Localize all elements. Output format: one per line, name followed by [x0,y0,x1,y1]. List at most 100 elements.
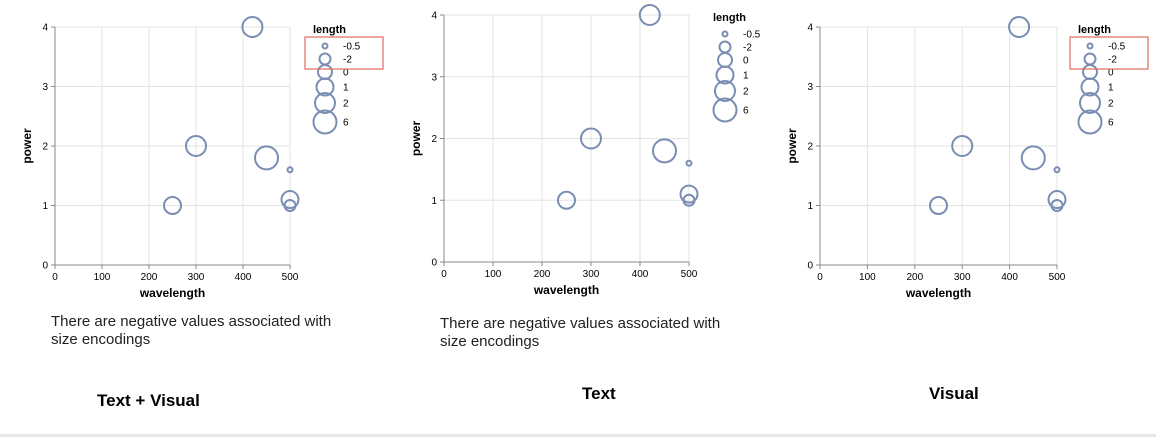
panel-3-data-point [951,135,974,157]
panel-2-x-tick-label: 500 [681,269,698,280]
panel-3-legend-symbol [1083,52,1097,66]
panel-2-data-point [557,190,576,210]
panel-2-data-point [685,159,693,167]
panel-1-x-axis-title: wavelength [139,286,205,300]
panel-3-x-tick-label: 0 [817,272,823,283]
panel-3-legend-label: 6 [1108,118,1114,129]
panel-3-legend-label: 0 [1108,68,1114,79]
panel-3-x-tick-label: 200 [906,272,923,283]
panel-3-x-axis-title: wavelength [905,286,971,300]
panel-1-legend-label: -2 [343,55,352,66]
panel-1-x-tick-label: 0 [52,272,58,283]
panel-3-y-axis-title: power [785,128,799,164]
panel-1-legend-symbol [312,109,338,135]
panel-3-legend-title: length [1078,24,1111,36]
panel-1-x-tick-label: 400 [235,272,252,283]
panel-3-data-point [1050,199,1064,212]
panel-2-data-point [682,193,696,207]
panel-3-data-point [1008,16,1031,38]
panel-1-caption: Text + Visual [97,391,200,410]
panel-2-legend-symbol [712,97,738,123]
panel-1-x-tick-label: 300 [188,272,205,283]
panel-1-legend-symbol [318,52,332,66]
panel-3-x-tick-label: 500 [1049,272,1066,283]
panel-1-legend-label: 1 [343,83,349,94]
panel-2-legend-symbol [718,40,732,54]
panel-3-legend-symbol [1082,64,1098,80]
panel-1-y-axis-title: power [20,128,34,164]
panel-2-y-tick-label: 3 [431,72,437,83]
panel-3-legend-label: -2 [1108,55,1117,66]
panel-1-negative-legend-highlight [304,36,384,70]
panel-2-x-tick-label: 400 [632,269,649,280]
panel-2-y-tick-label: 2 [431,134,437,145]
panel-1-legend-label: 0 [343,68,349,79]
panel-1-legend-symbol [315,77,335,97]
panel-2-x-axis-title: wavelength [533,283,599,297]
panel-2-legend-symbol [715,65,735,85]
panel-1-y-tick-label: 0 [42,261,48,272]
panel-2-x-tick-label: 0 [441,269,447,280]
panel-2-message: There are negative values associated wit… [440,315,721,350]
panel-2-y-tick-label: 4 [431,11,437,22]
bottom-divider [0,434,1156,437]
panel-1-data-point [280,190,300,210]
panel-3-data-point [1053,166,1061,174]
panel-3-y-tick-label: 1 [807,201,813,212]
panel-1-legend-symbol [314,92,336,114]
panel-1-x-tick-label: 100 [94,272,111,283]
panel-1-x-tick-label: 200 [141,272,158,283]
panel-3-legend-symbol [1086,42,1094,50]
panel-1-legend-title: length [313,24,346,36]
panel-3-x-tick-label: 400 [1001,272,1018,283]
panel-1-legend-label: 6 [343,118,349,129]
panel-1-data-point [254,145,279,171]
panel-1-data-point [185,135,207,157]
panel-1-y-tick-label: 4 [42,23,48,34]
panel-3-data-point [929,196,948,215]
panel-2-legend-title: length [713,12,746,24]
panel-1-data-point [241,16,264,38]
panel-3-legend-symbol [1080,77,1100,97]
panel-1-x-tick-label: 500 [282,272,299,283]
panel-2-caption: Text [582,384,616,403]
panel-3-data-point [1020,145,1046,171]
panel-3-caption: Visual [929,384,979,403]
panel-2-y-tick-label: 1 [431,196,437,207]
panel-3-x-tick-label: 300 [954,272,971,283]
panel-1-legend-symbol [317,64,333,80]
panel-2-legend-symbol [721,30,729,38]
panel-1-y-tick-label: 2 [42,142,48,153]
panel-3-legend-label: 2 [1108,99,1114,110]
panel-3-legend-label: 1 [1108,83,1114,94]
panel-2-legend-label: 6 [743,106,749,117]
panel-2-data-point [679,184,699,204]
panel-2-y-axis-title: power [409,121,423,157]
panel-1-y-tick-label: 1 [42,201,48,212]
panel-3-legend-symbol [1077,109,1103,135]
panel-2-x-tick-label: 100 [485,269,502,280]
panel-3-y-tick-label: 4 [807,23,813,34]
panel-3-y-tick-label: 3 [807,82,813,93]
panel-2-legend-label: 2 [743,87,749,98]
panel-1-data-point [283,199,297,212]
panel-3-x-tick-label: 100 [859,272,876,283]
panel-3-y-tick-label: 2 [807,142,813,153]
panel-1-legend-label: -0.5 [343,42,361,53]
panel-3-legend-symbol [1079,92,1101,114]
panel-3-negative-legend-highlight [1069,36,1149,70]
panel-2-x-tick-label: 200 [534,269,551,280]
panel-2-legend-symbol [717,52,733,68]
panel-2-legend-label: -2 [743,43,752,54]
panel-1-legend-label: 2 [343,99,349,110]
panel-1-message: There are negative values associated wit… [51,313,332,348]
panel-2-legend-label: 1 [743,71,749,82]
panel-1-data-point [163,196,182,215]
panel-3-y-tick-label: 0 [807,261,813,272]
panel-2-legend-label: -0.5 [743,30,761,41]
panel-2-data-point [580,127,602,150]
panel-2-x-tick-label: 300 [583,269,600,280]
panel-1-data-point [286,166,294,174]
panel-2-legend-label: 0 [743,56,749,67]
